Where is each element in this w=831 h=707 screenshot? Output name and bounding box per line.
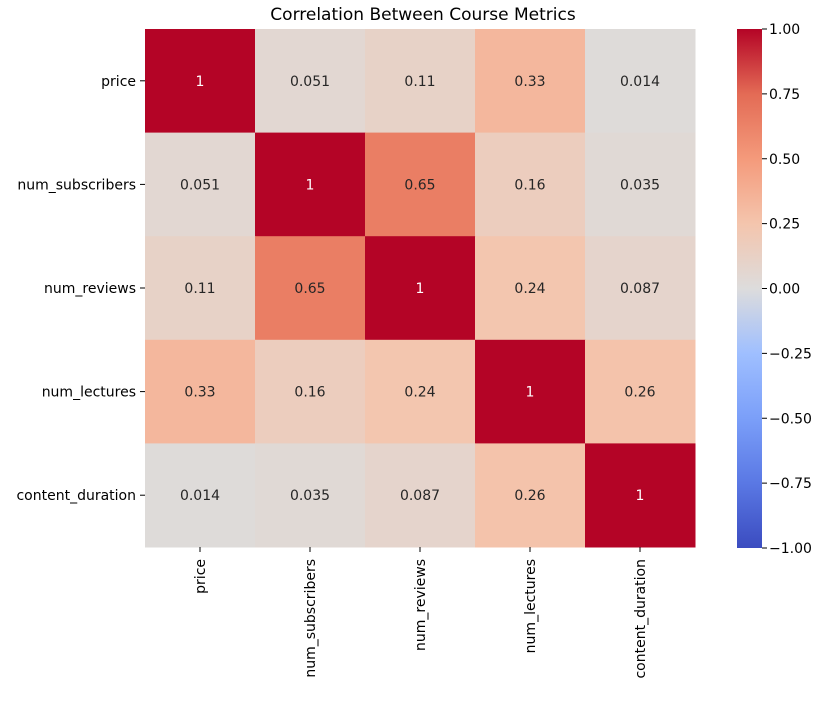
colorbar-tick-label: −0.50 (769, 411, 812, 427)
heatmap-cell-price-price (145, 29, 256, 134)
colorbar-tick-label: 1.00 (769, 22, 800, 38)
heatmap-cell-content_duration-price (145, 443, 256, 548)
colorbar-tick-label: −0.75 (769, 476, 812, 492)
cell-value-label: 0.16 (514, 177, 545, 193)
heatmap-cell-num_lectures-content_duration (585, 339, 696, 444)
heatmap-cell-num_reviews-num_subscribers (255, 236, 366, 341)
cell-value-label: 0.014 (180, 488, 220, 504)
colorbar-tick-label: 0.75 (769, 87, 800, 103)
heatmap-cell-labels: 1 0.051 0.11 0.33 0.014 0.051 1 0.65 0.16 0.035 0.… (180, 74, 660, 504)
cell-value-label: 1 (416, 281, 425, 297)
heatmap-cell-num_subscribers-content_duration (585, 132, 696, 237)
heatmap-cell-price-num_subscribers (255, 29, 366, 134)
heatmap-cell-content_duration-num_subscribers (255, 443, 366, 548)
cell-value-label: 0.26 (624, 385, 655, 401)
colorbar-tick-label: 0.25 (769, 217, 800, 233)
cell-value-label: 0.16 (294, 385, 325, 401)
colorbar-tick-label: 0.00 (769, 282, 800, 298)
heatmap-cell-content_duration-content_duration (585, 443, 696, 548)
colorbar (737, 29, 762, 548)
cell-value-label: 0.65 (294, 281, 325, 297)
cell-value-label: 0.65 (404, 177, 435, 193)
heatmap-cell-num_reviews-price (145, 236, 256, 341)
cell-value-label: 0.11 (404, 74, 435, 90)
cell-value-label: 0.11 (184, 281, 215, 297)
x-tick-label-content_duration: content_duration (633, 559, 649, 679)
chart-title: Correlation Between Course Metrics (270, 5, 576, 25)
x-tick-label-num_reviews: num_reviews (413, 559, 429, 651)
heatmap-cell-num_lectures-num_reviews (365, 339, 476, 444)
cell-value-label: 0.035 (620, 177, 660, 193)
cell-value-label: 0.087 (620, 281, 660, 297)
cell-value-label: 0.014 (620, 74, 660, 90)
heatmap-cell-num_lectures-num_lectures (475, 339, 586, 444)
colorbar-tick-label: −0.25 (769, 346, 812, 362)
colorbar-tick-label: 0.50 (769, 152, 800, 168)
y-tick-label-num_reviews: num_reviews (44, 281, 136, 297)
heatmap-cell-num_lectures-price (145, 339, 256, 444)
heatmap-cell-num_reviews-content_duration (585, 236, 696, 341)
heatmap-cell-price-content_duration (585, 29, 696, 134)
cell-value-label: 0.24 (404, 385, 435, 401)
x-tick-label-price: price (193, 559, 209, 594)
x-tick-label-num_subscribers: num_subscribers (303, 559, 319, 678)
heatmap-cell-num_lectures-num_subscribers (255, 339, 366, 444)
cell-value-label: 0.33 (514, 74, 545, 90)
colorbar-tick-label: −1.00 (769, 541, 812, 557)
heatmap-cell-num_subscribers-num_reviews (365, 132, 476, 237)
heatmap-cell-content_duration-num_reviews (365, 443, 476, 548)
cell-value-label: 0.24 (514, 281, 545, 297)
cell-value-label: 0.051 (180, 177, 220, 193)
cell-value-label: 1 (636, 488, 645, 504)
cell-value-label: 0.33 (184, 385, 215, 401)
cell-value-label: 0.087 (400, 488, 440, 504)
heatmap-cell-num_subscribers-price (145, 132, 256, 237)
x-axis-ticks: price num_subscribers num_reviews num_lectu… (193, 547, 649, 679)
y-axis-ticks: price num_subscribers num_reviews num_lectu… (16, 74, 145, 504)
cell-value-label: 1 (196, 74, 205, 90)
heatmap-cell-num_subscribers-num_lectures (475, 132, 586, 237)
heatmap-cell-num_reviews-num_lectures (475, 236, 586, 341)
heatmap-cell-num_subscribers-num_subscribers (255, 132, 366, 237)
y-tick-label-num_subscribers: num_subscribers (17, 177, 136, 193)
x-tick-label-num_lectures: num_lectures (523, 559, 539, 653)
heatmap-cell-content_duration-num_lectures (475, 443, 586, 548)
heatmap-cell-price-num_lectures (475, 29, 586, 134)
heatmap-cell-num_reviews-num_reviews (365, 236, 476, 341)
heatmap-cells (145, 29, 696, 548)
heatmap-cell-price-num_reviews (365, 29, 476, 134)
cell-value-label: 1 (526, 385, 535, 401)
y-tick-label-price: price (101, 74, 136, 90)
cell-value-label: 0.26 (514, 488, 545, 504)
cell-value-label: 1 (306, 177, 315, 193)
y-tick-label-num_lectures: num_lectures (42, 385, 136, 401)
y-tick-label-content_duration: content_duration (16, 488, 136, 504)
cell-value-label: 0.051 (290, 74, 330, 90)
cell-value-label: 0.035 (290, 488, 330, 504)
colorbar-ticks: 1.00 0.75 0.50 0.25 0.00 −0.25 −0.50 −0.75 −1.00 (762, 22, 812, 557)
